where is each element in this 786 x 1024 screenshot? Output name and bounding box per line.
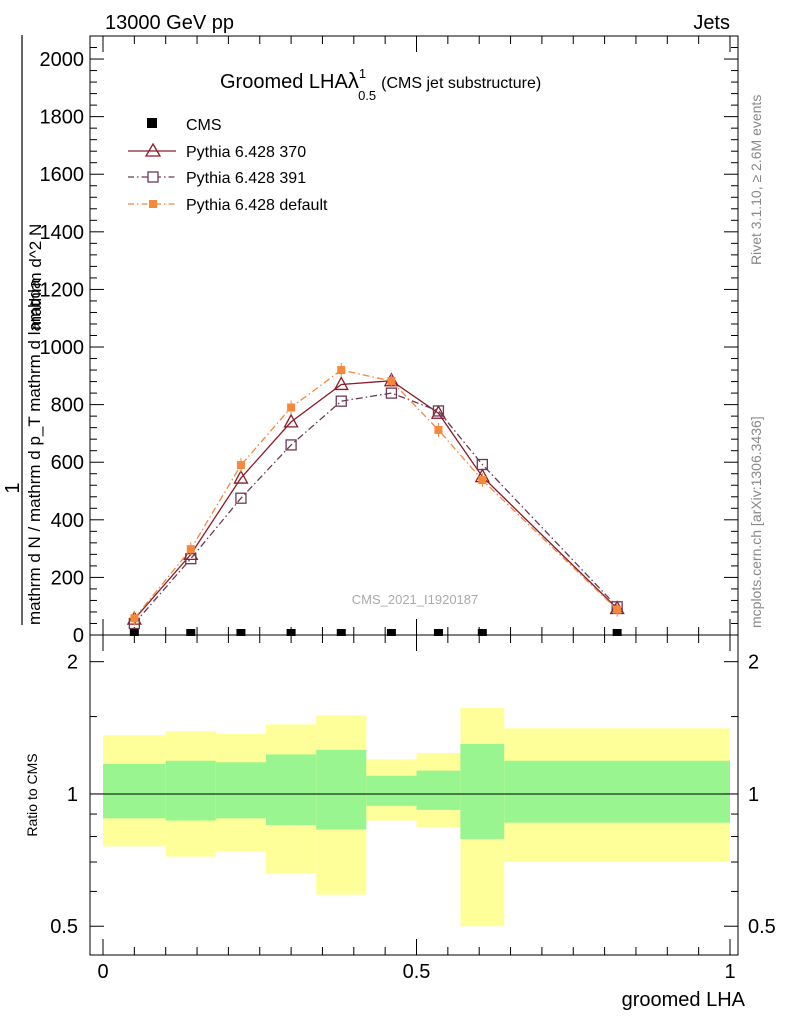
- data-point: [612, 629, 622, 636]
- data-point: [283, 413, 299, 428]
- svg-text:Pythia 6.428 default: Pythia 6.428 default: [186, 197, 328, 214]
- data-point: [476, 458, 488, 471]
- data-point: [433, 629, 443, 636]
- main-y-axis: 0 200 400 600 800 1000 1200 1400 1600 1800 2000: [40, 47, 738, 647]
- chart-title: Groomed LHAλ1 0.5(CMS jet substructure): [220, 66, 541, 103]
- y-tick-label: 200: [51, 567, 84, 589]
- data-point: [235, 492, 247, 504]
- data-point: [335, 395, 347, 407]
- svg-text:Pythia 6.428 391: Pythia 6.428 391: [186, 170, 306, 187]
- series-pythia-6-428-391: [128, 387, 623, 630]
- y-tick-label: 800: [51, 395, 84, 417]
- data-point: [613, 605, 622, 614]
- rivet-info: Rivet 3.1.10, ≥ 2.6M events: [748, 95, 764, 265]
- data-point: [236, 629, 246, 636]
- ratio-y-label: Ratio to CMS: [24, 753, 40, 836]
- data-point: [478, 476, 487, 485]
- data-point: [385, 387, 398, 399]
- data-point: [337, 366, 346, 375]
- legend-item-cms: CMS: [147, 117, 222, 134]
- x-axis-label: groomed LHA: [622, 989, 746, 1011]
- y-label-line1: mathrm d N / mathrm d p_T mathrm d lambd…: [25, 279, 44, 625]
- ratio-y-tick-label: 2: [67, 652, 78, 674]
- series-line: [133, 392, 618, 624]
- data-point: [336, 629, 346, 636]
- x-tick-label: 0.5: [403, 961, 431, 983]
- x-tick-label: 0: [97, 961, 108, 983]
- ratio-bands: [90, 707, 738, 927]
- header-right: Jets: [693, 12, 730, 34]
- ratio-y-tick-label: 1: [67, 784, 78, 806]
- y-tick-label: 1200: [40, 279, 85, 301]
- y-tick-label: 400: [51, 510, 84, 532]
- ratio-y-tick-label-right: 2: [748, 652, 759, 674]
- ratio-y-axis: 0.5 0.5 1 1 2 2: [50, 652, 776, 939]
- series-line: [133, 369, 618, 619]
- ratio-y-tick-label-right: 1: [748, 784, 759, 806]
- data-point: [477, 629, 487, 636]
- legend-item-pythia-default: Pythia 6.428 default: [128, 197, 328, 214]
- data-point: [287, 403, 296, 412]
- data-point: [387, 377, 396, 386]
- svg-text:CMS: CMS: [186, 117, 222, 134]
- y-tick-label: 2000: [40, 49, 85, 71]
- ratio-inner-band-0: [103, 763, 166, 819]
- data-point: [333, 376, 349, 391]
- data-point: [130, 614, 139, 623]
- ratio-y-tick-label-right: 0.5: [748, 916, 776, 938]
- data-point: [236, 461, 245, 470]
- data-point: [186, 629, 196, 636]
- y-label-numerator: 1: [2, 482, 24, 493]
- ratio-inner-band-4: [316, 749, 367, 830]
- legend: CMS Pythia 6.428 370 Pythia 6.428 391 Py…: [128, 117, 328, 214]
- main-y-label: 1 mathrm d N / mathrm d p_T mathrm d lam…: [2, 35, 45, 625]
- data-point: [286, 629, 296, 636]
- ratio-inner-band-6: [416, 770, 461, 810]
- legend-item-pythia-391: Pythia 6.428 391: [128, 170, 306, 187]
- data-point: [386, 629, 396, 636]
- y-tick-label: 600: [51, 452, 84, 474]
- series-cms: [129, 629, 622, 636]
- data-point: [186, 545, 195, 554]
- data-point: [129, 629, 139, 636]
- header-left: 13000 GeV pp: [105, 12, 234, 34]
- series-line: [133, 380, 618, 620]
- y-tick-label: 1000: [40, 337, 85, 359]
- x-tick-label: 1: [724, 961, 735, 983]
- series-pythia-6-428-370: [126, 372, 625, 625]
- y-tick-label: 1800: [40, 107, 85, 129]
- y-tick-label: 1600: [40, 164, 85, 186]
- y-tick-label: 0: [73, 625, 84, 647]
- legend-item-pythia-370: Pythia 6.428 370: [128, 142, 306, 161]
- data-point: [233, 469, 249, 484]
- ratio-inner-band-8: [504, 760, 730, 823]
- ratio-inner-band-1: [165, 760, 216, 821]
- svg-text:Pythia 6.428 370: Pythia 6.428 370: [186, 144, 306, 161]
- ratio-inner-band-2: [215, 762, 267, 819]
- analysis-watermark: CMS_2021_I1920187: [352, 592, 479, 607]
- ratio-inner-band-3: [266, 754, 317, 825]
- ratio-plot-frame: [89, 634, 739, 956]
- y-tick-label: 1400: [40, 222, 85, 244]
- series-layer: [126, 363, 625, 636]
- ratio-inner-band-7: [460, 743, 505, 839]
- ratio-inner-band-5: [366, 775, 417, 806]
- mcplots-info: mcplots.cern.ch [arXiv:1306.3436]: [748, 416, 764, 628]
- y-label-line2: mathrm d^2 N: [26, 224, 45, 330]
- data-point: [434, 425, 443, 434]
- data-point: [285, 439, 297, 451]
- data-point: [430, 404, 447, 419]
- series-pythia-6-428-default: [130, 363, 622, 626]
- ratio-y-tick-label: 0.5: [50, 916, 78, 938]
- data-point: [432, 405, 445, 417]
- x-axis: 0 0.5 1: [97, 36, 736, 983]
